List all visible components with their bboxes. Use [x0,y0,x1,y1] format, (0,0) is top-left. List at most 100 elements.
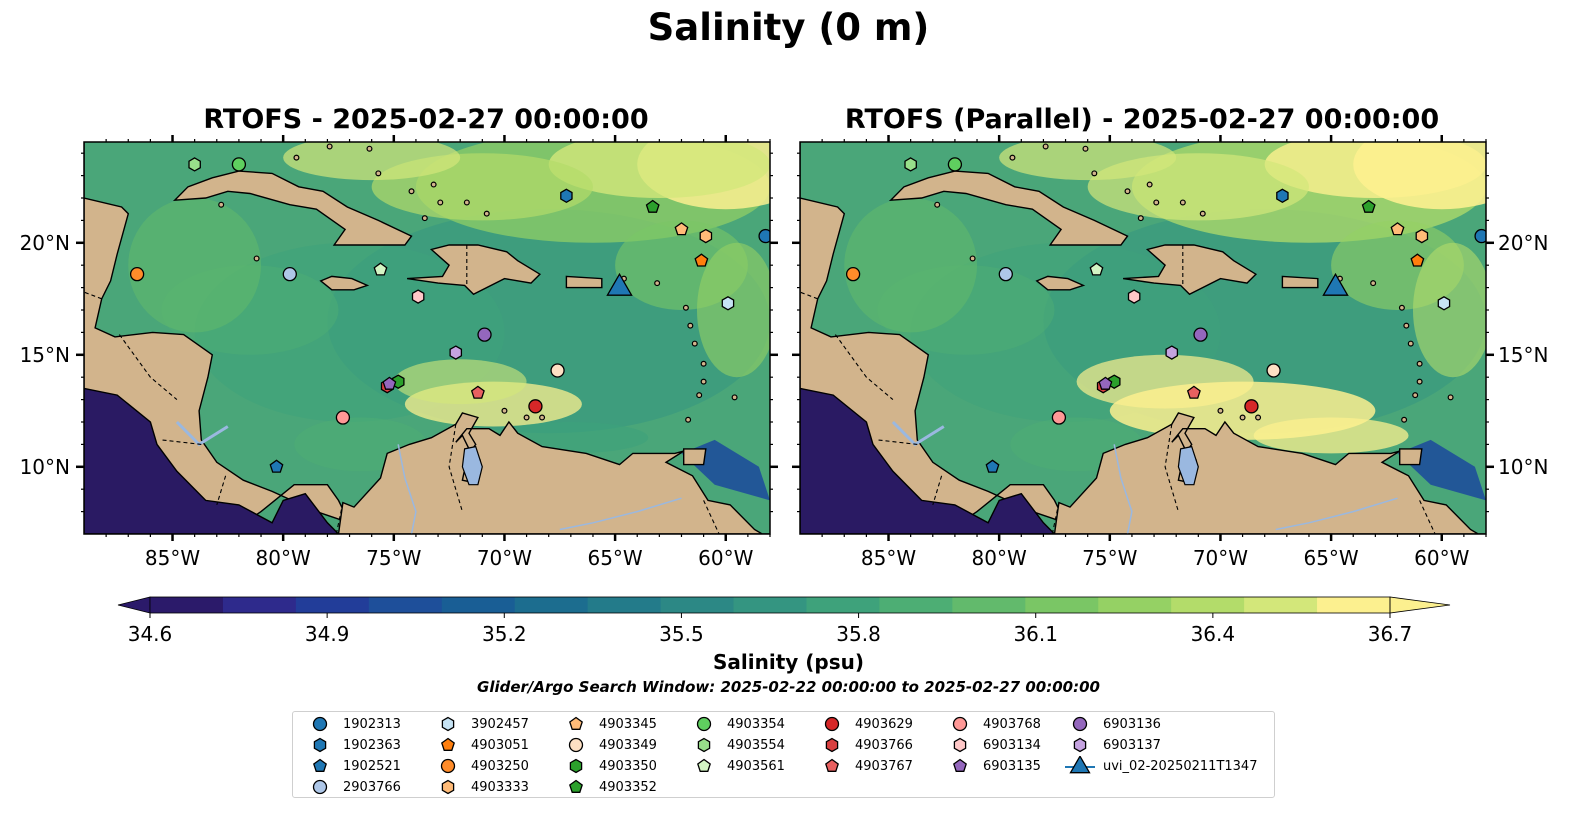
colorbar [117,596,1451,618]
island [682,304,689,311]
obs-marker-1902363 [1276,188,1289,204]
circle-marker-icon [1072,716,1088,732]
figure-title: Salinity (0 m) [647,6,930,49]
colorbar-segment [295,597,370,613]
land-cuba [172,170,413,246]
legend-item: 4903767 [817,756,913,776]
lon-tick-label: 65°W [587,546,643,570]
obs-marker-4903767 [470,385,485,399]
lon-tick-label: 80°W [255,546,311,570]
legend-label: 6903137 [1103,737,1161,753]
legend-marker [697,758,711,772]
legend-item: 6903134 [945,735,1041,755]
country-border [118,334,178,401]
obs-marker-4903767 [1186,385,1201,399]
legend-marker [696,716,712,732]
circle-marker-icon [440,758,456,774]
colorbar-segment [587,597,662,613]
island [687,322,694,329]
island [1398,304,1405,311]
obs-marker-6903135 [1098,376,1113,390]
legend-item: 4903768 [945,714,1041,734]
colorbar-segment [150,597,224,613]
salinity-patch [283,142,461,181]
land-trinidad [1398,448,1423,466]
legend-label: 3902457 [471,716,529,732]
country-border [1419,500,1436,534]
island [700,360,707,367]
legend-item: 1902313 [305,714,401,734]
salinity-patch [1253,417,1409,454]
legend-item: 1902363 [305,735,401,755]
lon-tick-label: 70°W [1192,546,1249,570]
island [437,199,444,206]
island [1146,181,1153,188]
obs-marker-4903352 [645,199,660,213]
legend-label: 4903352 [599,779,657,795]
island [969,255,976,262]
obs-marker-2903766 [282,267,297,282]
hexagon-marker-icon [1073,737,1087,753]
country-border [834,334,894,401]
lat-tick-label: 20°N [19,230,70,255]
salinity-patch [548,142,770,198]
lon-tick-label: 65°W [1303,546,1359,570]
lat-tick-label: 10°N [1498,454,1549,479]
legend-item: 6903136 [1065,714,1161,734]
legend-item: 4903352 [561,777,657,797]
circle-marker-icon [824,716,840,732]
island [253,255,260,262]
lon-tick-label: 60°W [1414,546,1470,570]
island [1370,280,1377,287]
island [421,215,428,222]
land-hispaniola [406,244,542,296]
panel-title-rtofs: RTOFS - 2025-02-27 00:00:00 [203,104,649,135]
island [1407,340,1414,347]
panel-title-rtofs-parallel: RTOFS (Parallel) - 2025-02-27 00:00:00 [844,104,1440,135]
river [1275,497,1398,531]
island [1401,416,1408,423]
colorbar-tick-label: 34.9 [304,622,350,646]
legend-marker [313,737,327,753]
obs-marker-4903354 [231,157,247,172]
country-border [932,475,943,506]
island [731,394,738,401]
hexagon-marker-icon [697,737,711,753]
obs-marker-3902457 [1437,296,1451,311]
obs-marker-4903350 [391,374,405,389]
obs-marker-4903051 [694,253,709,267]
island [218,201,225,208]
legend-label: 1902313 [343,716,401,732]
obs-marker-6903134 [1127,289,1141,304]
island [539,414,546,421]
obs-marker-6903137 [449,345,463,360]
obs-marker-4903349 [550,363,565,378]
colorbar-extend-max [1389,596,1451,614]
obs-marker-4903629 [1244,399,1259,414]
obs-marker-1902313 [758,228,770,244]
island [1416,360,1423,367]
legend-label: 4903350 [599,758,657,774]
lon-tick-label: 85°W [144,546,201,570]
salinity-patch [128,198,262,333]
island [1082,145,1089,152]
legend-item: 4903354 [689,714,785,734]
country-border [335,502,344,534]
legend-label: 4903349 [599,737,657,753]
lon-tick-label: 70°W [476,546,533,570]
legend-marker [953,737,967,753]
obs-marker-4903561 [373,262,388,276]
country-border [800,291,818,300]
legend-item: 3902457 [433,714,529,734]
salinity-patch [844,198,978,333]
legend-item: 4903766 [817,735,913,755]
obs-marker-4903768 [1051,410,1067,425]
obs-marker-1902313 [1474,228,1486,244]
country-border [216,475,227,506]
legend-marker [824,716,840,732]
island [1124,188,1131,195]
colorbar-tick-label: 34.6 [127,622,173,646]
legend-marker [1073,737,1087,753]
obs-marker-uvi_02-20250211T1347 [1322,272,1349,296]
legend-item: uvi_02-20250211T1347 [1065,756,1257,776]
